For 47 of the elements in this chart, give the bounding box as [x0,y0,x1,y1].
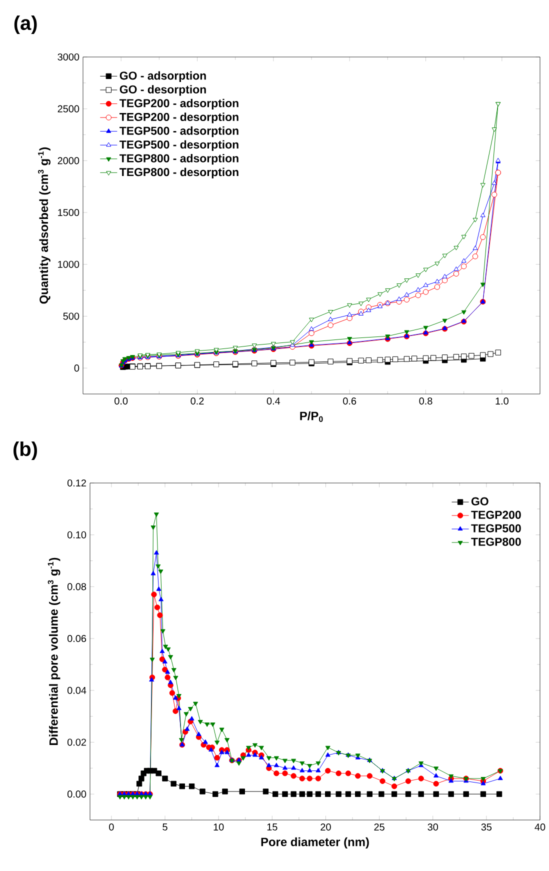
legend-label: TEGP500 [471,524,521,532]
y-tick-label: 0.00 [67,790,86,798]
x-tick-label: 25 [374,824,384,831]
x-tick-label: 1.0 [496,398,508,405]
legend-label: GO [471,497,488,506]
y-tick-label: 2500 [58,105,80,112]
legend-label: TEGP200 [471,510,521,519]
legend-label: TEGP200 - adsorption [120,98,238,110]
x-tick-label: 0.6 [343,398,356,405]
y-tick-label: 1500 [58,209,80,216]
x-tick-label: 0.2 [190,398,204,405]
y-axis-title: Quantity adsorbed (cm$^{3}$ g$^{-1}$) [38,147,50,304]
y-tick-label: 3000 [58,53,80,61]
x-tick-label: 30 [428,824,438,831]
x-tick-label: 10 [214,824,224,831]
x-tick-label: 40 [534,824,546,831]
y-tick-label: 500 [63,312,80,320]
x-tick-label: 0.0 [114,398,128,405]
y-tick-label: 2000 [58,157,80,164]
legend-label: GO - adsorption [120,71,206,82]
y-tick-label: 0 [74,364,80,372]
y-tick-label: 0.10 [67,531,86,538]
y-tick-label: 1000 [58,260,80,268]
x-tick-label: 15 [267,824,278,830]
legend-label: TEGP800 [471,538,521,546]
y-tick-label: 0.06 [67,635,86,642]
x-tick-label: 35 [481,824,492,831]
legend-label: TEGP800 - adsorption [120,154,238,165]
x-tick-label: 0 [109,824,114,831]
legend-label: TEGP200 - desorption [120,112,238,124]
chart-title: (a) [14,15,37,34]
y-tick-label: 0.08 [67,583,86,590]
y-tick-label: 0.02 [67,738,86,746]
chart-title: (b) [14,441,37,460]
x-tick-label: 0.8 [419,398,432,405]
legend-label: GO - desorption [120,85,206,96]
x-axis-title: P/P$_{0}$ [300,411,323,422]
x-tick-label: 20 [320,824,331,831]
legend-label: TEGP500 - desorption [120,140,238,151]
legend-label: TEGP500 - adsorption [120,126,238,138]
x-tick-label: 0.4 [266,398,280,405]
y-tick-label: 0.04 [67,686,86,694]
x-axis-title: Pore diameter (nm) [261,837,369,849]
y-tick-label: 0.12 [67,479,86,487]
legend-label: TEGP800 - desorption [120,168,238,178]
x-tick-label: 5 [162,824,168,830]
y-axis-title: Differential pore volume (cm$^{3}$ g$^{-1}$) [48,558,60,745]
